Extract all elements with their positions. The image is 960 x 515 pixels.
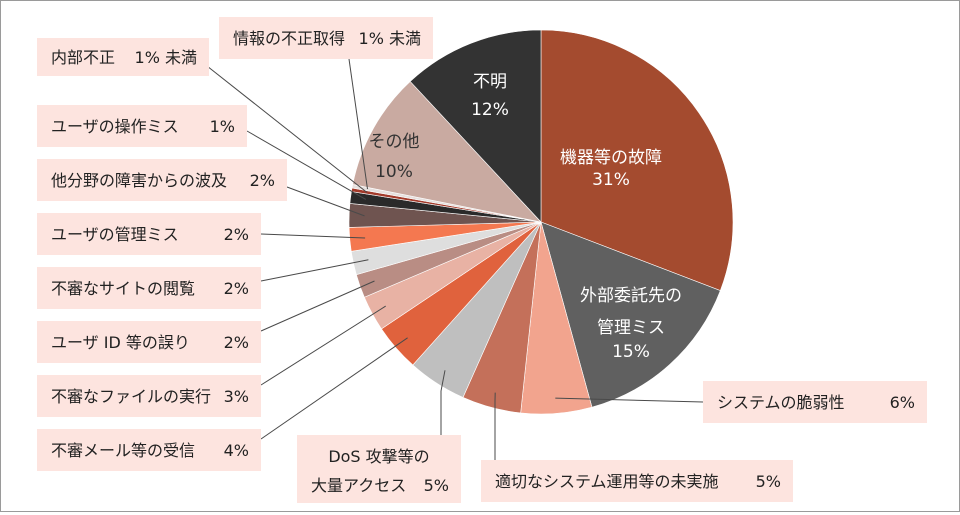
slice-3-value: 5% — [756, 472, 781, 491]
slice-5-label: 不審メール等の受信 — [51, 441, 195, 460]
slice-1-label: 管理ミス — [597, 318, 665, 338]
slice-5-leader-line — [261, 338, 408, 439]
slice-10-value: 2% — [250, 171, 275, 190]
slice-14-value: 10% — [375, 162, 413, 182]
slice-15-label: 不明 — [473, 72, 507, 92]
slice-11-value: 1% — [210, 117, 235, 136]
slice-9-label: ユーザの管理ミス — [51, 225, 179, 244]
slice-6-leader-line — [261, 306, 386, 385]
slice-7-label: ユーザ ID 等の誤り — [51, 333, 190, 352]
slice-13-value: 1% 未満 — [359, 29, 421, 48]
slice-11-label: ユーザの操作ミス — [51, 117, 179, 136]
slice-8-label: 不審なサイトの閲覧 — [51, 279, 195, 298]
slice-10-label: 他分野の障害からの波及 — [51, 171, 227, 190]
slice-5-value: 4% — [224, 441, 249, 460]
slice-12-value: 1% 未満 — [135, 48, 197, 67]
slice-12-label: 内部不正 — [51, 48, 115, 67]
slice-15-value: 12% — [471, 100, 509, 120]
slice-1-value: 15% — [612, 342, 650, 362]
slice-13-label: 情報の不正取得 — [233, 29, 345, 48]
slice-6-label: 不審なファイルの実行 — [51, 387, 211, 406]
slice-14-label: その他 — [369, 132, 420, 152]
slice-4-label-line2: 大量アクセス — [311, 476, 406, 495]
slice-2-value: 6% — [890, 393, 915, 412]
slice-0-value: 31% — [592, 170, 630, 190]
slice-7-value: 2% — [224, 333, 249, 352]
slice-1-label: 外部委託先の — [580, 286, 682, 306]
slice-6-value: 3% — [224, 387, 249, 406]
slice-0-label: 機器等の故障 — [560, 148, 662, 168]
slice-3-label: 適切なシステム運用等の未実施 — [495, 472, 719, 491]
slice-8-value: 2% — [224, 279, 249, 298]
slice-8-leader-line — [261, 260, 368, 281]
slice-2-label: システムの脆弱性 — [717, 393, 845, 412]
slice-9-value: 2% — [224, 225, 249, 244]
slice-4-value: 5% — [424, 476, 449, 495]
slice-4-label: DoS 攻撃等の — [328, 447, 429, 466]
